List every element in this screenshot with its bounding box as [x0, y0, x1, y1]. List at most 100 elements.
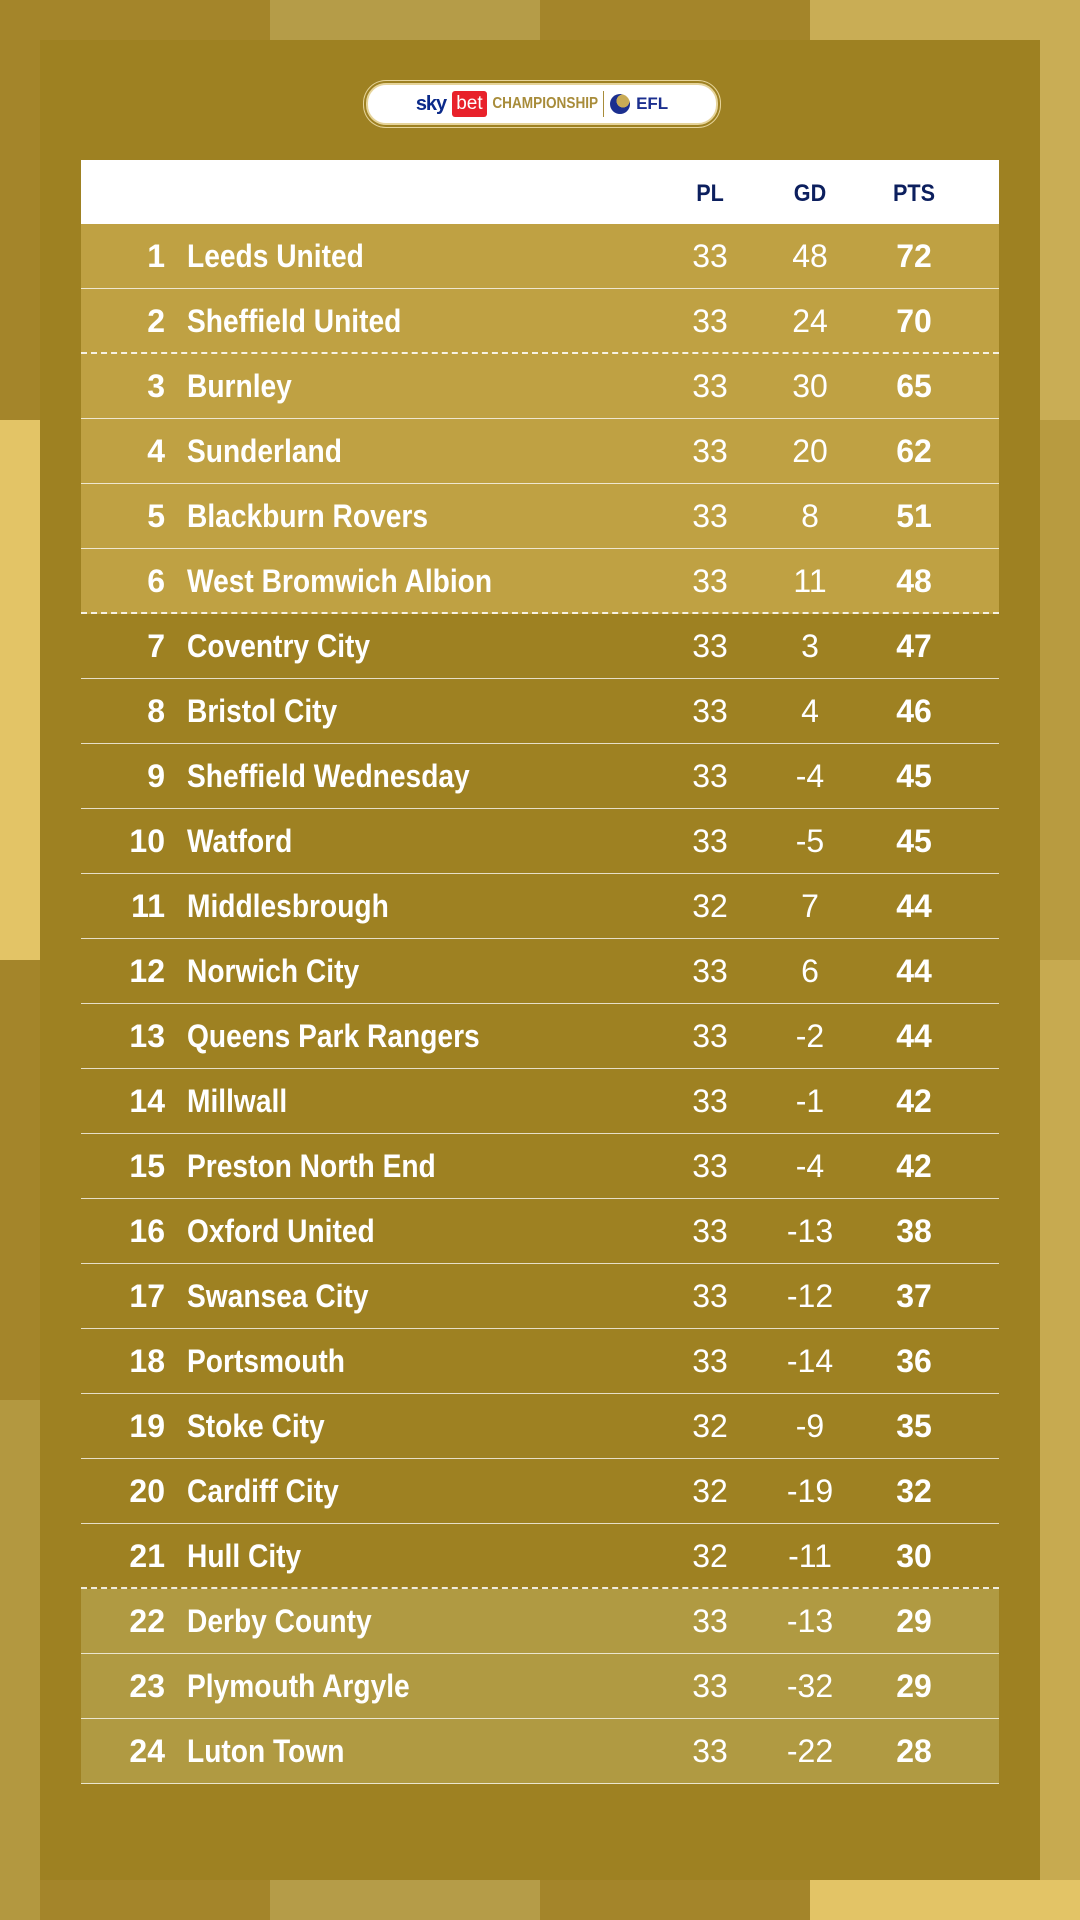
points: 29 [896, 1668, 932, 1704]
played: 33 [692, 1603, 728, 1639]
played: 33 [692, 1668, 728, 1704]
header-gd: GD [793, 180, 827, 207]
position: 15 [129, 1148, 165, 1184]
table-row: 24 Luton Town 33 -22 28 [81, 1719, 999, 1784]
team-name: Coventry City [187, 628, 371, 664]
position: 12 [129, 953, 165, 989]
position: 16 [129, 1213, 165, 1249]
table-row: 7 Coventry City 33 3 47 [81, 614, 999, 679]
goal-difference: 3 [801, 628, 819, 664]
played: 33 [692, 1278, 728, 1314]
points: 46 [896, 693, 932, 729]
position: 18 [129, 1343, 165, 1379]
goal-difference: 11 [793, 563, 827, 599]
team-name: Millwall [187, 1083, 288, 1119]
table-row: 18 Portsmouth 33 -14 36 [81, 1329, 999, 1394]
position: 5 [147, 498, 165, 534]
goal-difference: 30 [792, 368, 828, 404]
points: 62 [896, 433, 932, 469]
team-name: Swansea City [187, 1278, 369, 1314]
played: 33 [692, 433, 728, 469]
table-row: 15 Preston North End 33 -4 42 [81, 1134, 999, 1199]
table-row: 16 Oxford United 33 -13 38 [81, 1199, 999, 1264]
background-shape [810, 1880, 1080, 1920]
position: 11 [131, 888, 165, 924]
bet-logo-text: bet [452, 91, 487, 117]
position: 4 [147, 433, 165, 469]
position: 21 [129, 1538, 165, 1574]
table-row: 2 Sheffield United 33 24 70 [81, 289, 999, 354]
goal-difference: -9 [795, 1408, 825, 1444]
goal-difference: -19 [786, 1473, 834, 1509]
points: 38 [896, 1213, 932, 1249]
points: 29 [896, 1603, 932, 1639]
goal-difference: -22 [786, 1733, 834, 1769]
played: 33 [692, 1148, 728, 1184]
goal-difference: 48 [792, 238, 828, 274]
logo-divider [603, 91, 605, 117]
points: 32 [896, 1473, 932, 1509]
goal-difference: -5 [795, 823, 825, 859]
played: 33 [692, 693, 728, 729]
league-table: PL GD PTS 1 Leeds United 33 48 72 2 Sheffield … [81, 160, 999, 1784]
played: 32 [692, 1538, 728, 1574]
position: 9 [147, 758, 165, 794]
played: 33 [692, 1213, 728, 1249]
position: 2 [147, 303, 165, 339]
table-header: PL GD PTS [81, 160, 999, 224]
played: 33 [692, 628, 728, 664]
team-name: Watford [187, 823, 293, 859]
played: 32 [692, 1408, 728, 1444]
table-row: 3 Burnley 33 30 65 [81, 354, 999, 419]
points: 28 [896, 1733, 932, 1769]
played: 33 [692, 1343, 728, 1379]
table-row: 10 Watford 33 -5 45 [81, 809, 999, 874]
points: 36 [896, 1343, 932, 1379]
position: 10 [129, 823, 165, 859]
goal-difference: 24 [792, 303, 828, 339]
position: 24 [129, 1733, 165, 1769]
goal-difference: -4 [795, 758, 825, 794]
team-name: Preston North End [187, 1148, 436, 1184]
position: 1 [147, 238, 165, 274]
goal-difference: -13 [786, 1603, 834, 1639]
position: 7 [147, 628, 165, 664]
played: 33 [692, 823, 728, 859]
played: 33 [692, 1733, 728, 1769]
position: 3 [147, 368, 165, 404]
points: 47 [896, 628, 932, 664]
points: 44 [896, 953, 932, 989]
goal-difference: 4 [801, 693, 819, 729]
points: 45 [896, 823, 932, 859]
position: 8 [147, 693, 165, 729]
table-row: 19 Stoke City 32 -9 35 [81, 1394, 999, 1459]
header-pts: PTS [892, 180, 936, 207]
table-row: 9 Sheffield Wednesday 33 -4 45 [81, 744, 999, 809]
points: 37 [896, 1278, 932, 1314]
table-row: 12 Norwich City 33 6 44 [81, 939, 999, 1004]
position: 19 [129, 1408, 165, 1444]
goal-difference: 8 [801, 498, 819, 534]
efl-text: EFL [636, 94, 669, 113]
table-row: 4 Sunderland 33 20 62 [81, 419, 999, 484]
team-name: Burnley [187, 368, 292, 404]
background-shape [270, 1880, 540, 1920]
points: 42 [896, 1148, 932, 1184]
league-name: CHAMPIONSHIP [491, 95, 598, 112]
position: 14 [129, 1083, 165, 1119]
goal-difference: -1 [795, 1083, 825, 1119]
played: 32 [692, 1473, 728, 1509]
sky-logo-text: sky [415, 92, 447, 115]
goal-difference: 7 [801, 888, 819, 924]
team-name: Middlesbrough [187, 888, 389, 924]
table-row: 13 Queens Park Rangers 33 -2 44 [81, 1004, 999, 1069]
background-shape [1040, 420, 1080, 960]
position: 17 [129, 1278, 165, 1314]
team-name: Norwich City [187, 953, 360, 989]
team-name: Sheffield Wednesday [187, 758, 470, 794]
team-name: Blackburn Rovers [187, 498, 429, 534]
points: 51 [896, 498, 932, 534]
goal-difference: -32 [786, 1668, 834, 1704]
background-shape [270, 0, 540, 40]
goal-difference: -2 [795, 1018, 825, 1054]
